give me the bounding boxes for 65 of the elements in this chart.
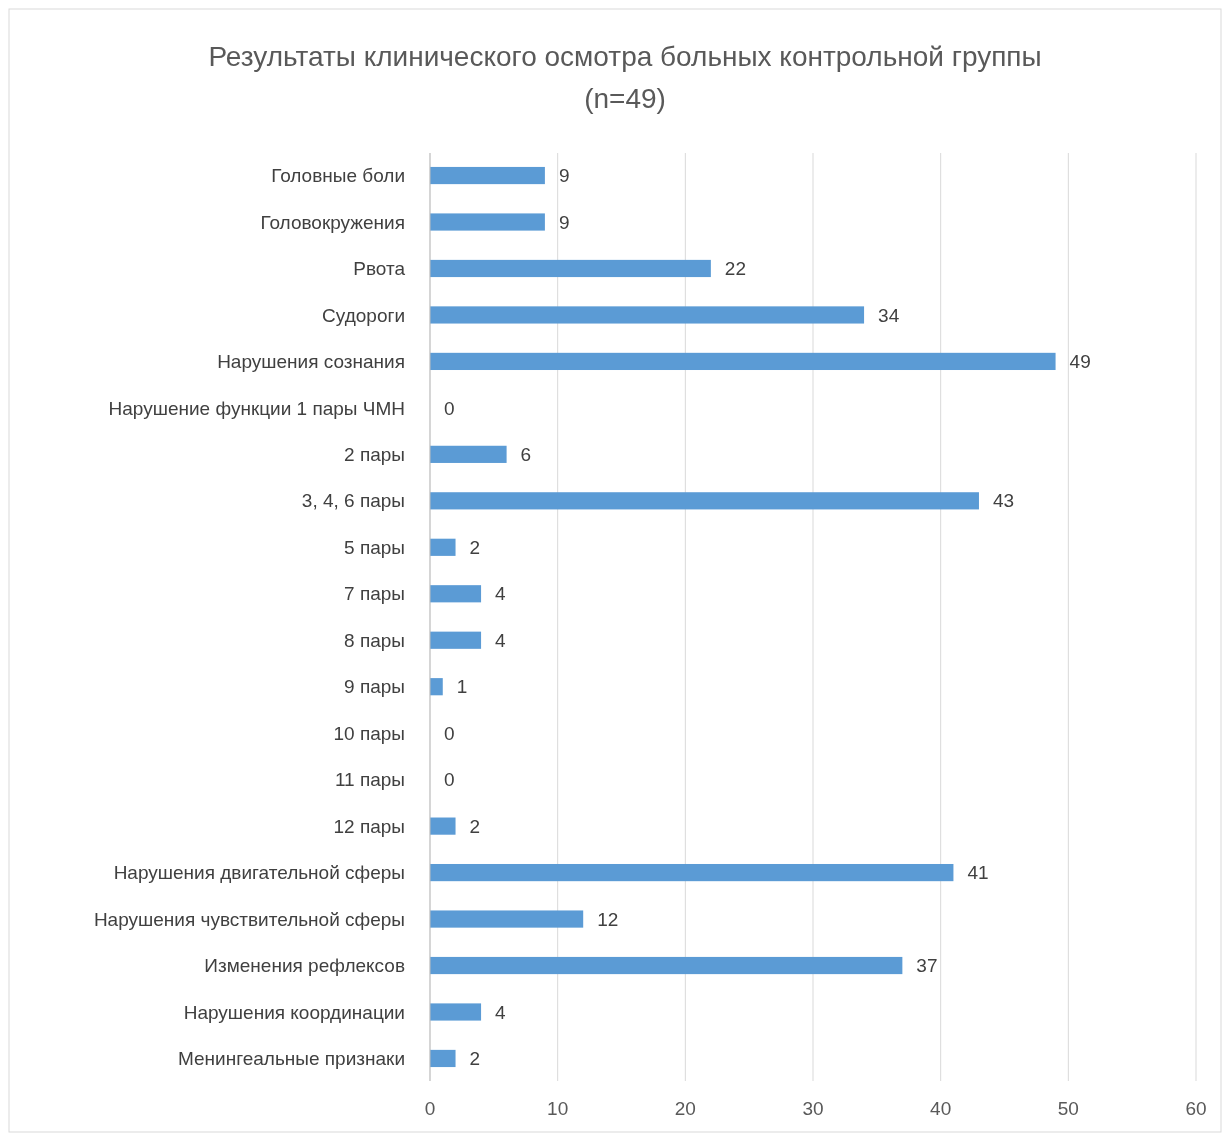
x-tick-label: 20 [674,1098,696,1119]
chart-title: Результаты клинического осмотра больных контрольной группы (n=49) [208,41,1042,114]
y-tick-label: 5 пары [344,536,405,558]
data-label: 2 [469,1048,481,1070]
data-label: 4 [495,583,507,605]
y-tick-label: 10 пары [333,722,405,744]
y-tick-label: Нарушение функции 1 пары ЧМН [108,397,405,419]
data-label: 2 [469,815,481,837]
bar [430,352,1056,371]
bar [430,585,482,603]
bar [430,306,865,324]
bar [430,213,545,231]
y-tick-label: 3, 4, 6 пары [301,490,405,512]
data-label: 4 [495,629,507,651]
data-label: 22 [724,258,747,280]
data-label: 0 [444,397,455,419]
data-label: 6 [520,444,532,466]
bar [430,678,443,696]
x-tick-label: 30 [802,1098,824,1119]
data-label: 1 [456,676,468,698]
y-tick-label: Головные боли [271,165,405,187]
bar [430,817,456,835]
bar [430,863,954,882]
y-tick-label: 7 пары [344,583,405,605]
y-tick-label: 12 пары [333,815,405,837]
bar [430,445,507,463]
bar [430,166,545,185]
x-tick-label: 0 [424,1098,436,1119]
x-tick-label: 10 [547,1098,569,1119]
y-tick-label: Головокружения [260,211,405,233]
x-tick-label: 50 [1057,1098,1079,1119]
data-label: 41 [967,862,989,884]
y-tick-label: Рвота [353,258,406,280]
y-tick-label: Изменения рефлексов [204,955,405,977]
y-tick-label: 9 пары [344,676,405,698]
bar [430,259,711,278]
y-tick-label: Нарушения координации [183,1001,405,1023]
y-tick-label: Нарушения двигательной сферы [113,862,405,884]
data-label: 9 [558,165,570,187]
x-tick-label: 40 [930,1098,952,1119]
data-label: 0 [444,722,455,744]
y-tick-label: Судороги [322,304,405,326]
y-tick-label: Нарушения чувствительной сферы [93,908,405,930]
data-label: 12 [597,908,619,930]
data-label: 2 [469,536,481,558]
data-label: 37 [916,955,938,977]
data-label: 43 [992,490,1015,512]
bar [430,1003,482,1021]
y-tick-label: 11 пары [334,769,405,791]
bar [430,910,584,928]
data-label: 0 [444,769,455,791]
data-label: 49 [1069,351,1091,373]
data-label: 9 [558,211,570,233]
bar [430,538,456,556]
bar [430,956,903,975]
y-tick-label: Менингеальные признаки [178,1048,405,1070]
data-label: 34 [878,304,900,326]
y-tick-label: Нарушения сознания [217,351,405,373]
y-tick-label: 8 пары [344,629,405,651]
data-label: 4 [495,1001,507,1023]
bar [430,1049,456,1068]
bar [430,492,979,510]
bar [430,631,482,649]
y-tick-label: 2 пары [344,444,405,466]
x-tick-label: 60 [1185,1098,1207,1119]
